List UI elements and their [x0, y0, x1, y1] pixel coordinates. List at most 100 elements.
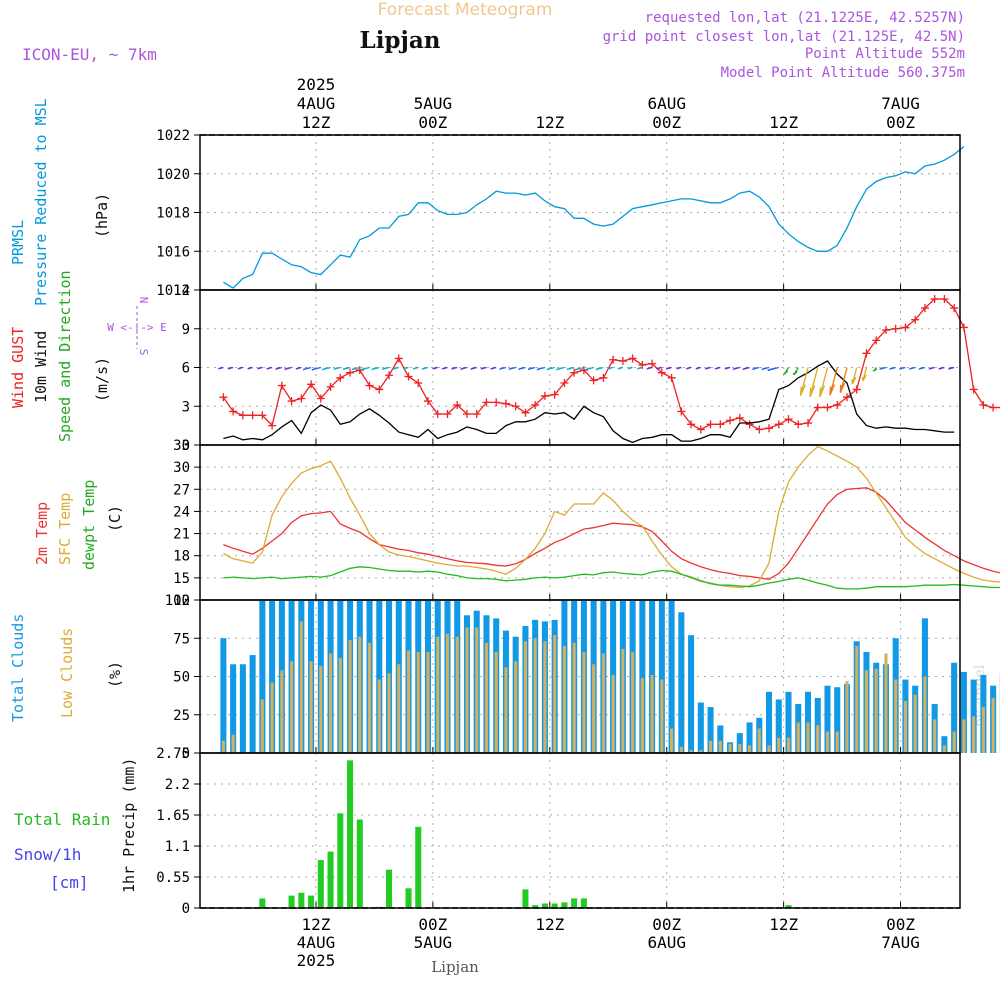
temperature-panel: 12 15 18 21 24 27 30 33	[173, 438, 1000, 609]
wind-arrow-head	[665, 366, 671, 370]
temp-unit: (C)	[106, 505, 124, 532]
wind-panel: 0 3 6 9 12	[173, 283, 1000, 454]
y-tick-label: 12	[173, 283, 190, 299]
wind-arrow-head	[227, 366, 233, 370]
low-cloud-bar	[718, 740, 722, 753]
low-cloud-bar	[358, 636, 362, 753]
wind-arrow-head	[381, 367, 387, 371]
gust-marker	[482, 398, 491, 407]
low-cloud-bar	[933, 719, 937, 753]
wind-speed-dir-label: Speed and Direction	[56, 270, 74, 442]
wind-arrow-head	[421, 366, 427, 370]
low-cloud-bar	[260, 699, 264, 753]
wind-arrow-head	[302, 367, 309, 371]
precip-bar	[551, 903, 558, 908]
low-cloud-bar	[640, 678, 644, 753]
gust-marker	[268, 421, 277, 430]
total-cloud-bar	[668, 600, 675, 753]
low-cloud-bar	[348, 639, 352, 753]
compass-n: N	[137, 297, 150, 304]
wind-arrow-head	[742, 367, 748, 371]
gust-marker	[950, 304, 959, 313]
precip-bar	[337, 813, 344, 908]
wind-arrow	[829, 367, 838, 396]
low-cloud-bar	[650, 674, 654, 753]
total-cloud-bar	[766, 691, 773, 753]
wind-arrow-head	[872, 368, 878, 372]
low-cloud-bar	[806, 722, 810, 753]
bottom-time-label: 7AUG	[881, 933, 920, 952]
wind-arrow-head	[704, 366, 710, 370]
bottom-time-label: 12Z	[769, 915, 798, 934]
total-cloud-bar	[697, 702, 704, 753]
gust-marker	[833, 400, 842, 409]
y-tick-label: 50	[173, 670, 190, 686]
y-tick-label: 27	[173, 482, 190, 498]
low-cloud-bar	[592, 664, 596, 753]
precip-bar	[532, 905, 539, 908]
precip-bar	[347, 760, 354, 908]
low-cloud-bar	[494, 652, 498, 753]
low-cloud-bar	[972, 716, 976, 753]
snow-cm-label: [cm]	[50, 873, 89, 892]
wind-arrow-head	[371, 367, 377, 371]
wind-arrow-head	[342, 367, 348, 371]
wind-arrow-head	[360, 367, 367, 371]
gust-marker	[706, 420, 715, 429]
wind-arrow-head	[617, 366, 623, 370]
gust-marker	[414, 379, 423, 387]
wind-arrow-head	[595, 367, 601, 371]
low-cloud-bar	[864, 670, 869, 753]
total-cloud-bar	[814, 697, 821, 753]
y-tick-label: 18	[173, 549, 190, 565]
low-cloud-bar	[426, 652, 430, 753]
wind-arrow-head	[508, 367, 514, 371]
top-time-label: 12Z	[301, 113, 330, 132]
gust-marker	[550, 390, 559, 399]
gust-marker	[989, 403, 998, 412]
total-cloud-bar	[717, 725, 724, 753]
low-cloud-bar	[329, 653, 333, 753]
y-tick-label: 100	[165, 593, 190, 609]
low-cloud-bar	[416, 652, 420, 753]
low-cloud-bar	[962, 719, 966, 753]
total-cloud-bar	[269, 600, 276, 753]
low-cloud-bar	[777, 737, 781, 753]
wind-arrow-head	[918, 366, 924, 370]
pressure-label-msl: Pressure Reduced to MSL	[32, 98, 50, 306]
gust-marker	[443, 410, 452, 418]
wind-arrow-head	[889, 366, 895, 370]
low-cloud-bar	[942, 745, 946, 753]
gust-marker	[891, 324, 900, 333]
wind-arrow-head	[470, 366, 476, 370]
total-cloud-bar	[230, 664, 237, 753]
clouds-unit: (%)	[106, 661, 124, 688]
wind-arrow-head	[546, 367, 552, 371]
temp-2m-label: 2m Temp	[33, 502, 51, 565]
total-cloud-bar	[220, 638, 227, 753]
gust-marker	[677, 407, 686, 416]
low-cloud-bar	[484, 642, 489, 753]
gust-marker	[979, 400, 988, 409]
gust-marker	[462, 410, 471, 418]
gust-marker	[911, 315, 920, 324]
wind-arrow-head	[402, 366, 408, 370]
low-cloud-bar	[660, 679, 664, 753]
gust-marker	[424, 397, 432, 406]
point-altitude: Point Altitude 552m	[805, 46, 965, 62]
low-cloud-bar	[543, 641, 547, 753]
gust-marker	[667, 373, 676, 382]
gust-marker	[219, 393, 228, 402]
pressure-series-0	[223, 146, 965, 289]
low-cloud-bar	[991, 697, 995, 753]
low-cloud-bar	[582, 652, 586, 753]
low-cloud-bar	[562, 645, 566, 753]
wind-arrow-head	[695, 366, 701, 370]
low-cloud-bar	[816, 725, 820, 753]
wind-arrow-head	[451, 366, 456, 370]
bottom-time-label: 12Z	[535, 915, 564, 934]
gust-marker	[394, 354, 403, 363]
pressure-panel-labels: PRMSL Pressure Reduced to MSL (hPa)	[9, 98, 111, 306]
wind-arrow-head	[928, 366, 934, 370]
low-cloud-bar	[874, 668, 878, 753]
